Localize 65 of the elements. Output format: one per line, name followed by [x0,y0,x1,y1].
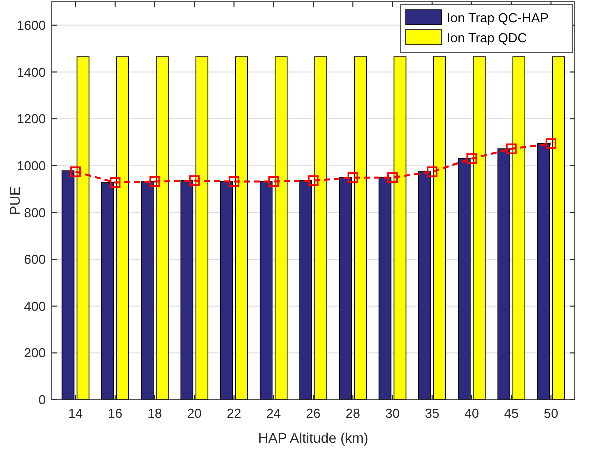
point [150,176,160,188]
x-tick-label: 16 [108,406,123,421]
y-tick-label: 1400 [17,64,46,80]
bar [220,181,234,400]
point [506,144,517,154]
bar [339,177,352,400]
bar [512,56,526,400]
x-axis-title: HAP Altitude (km) [258,430,369,446]
bar [552,56,566,400]
x-tick-label: 28 [346,406,360,421]
bar [260,181,273,400]
bar [498,148,511,400]
point [189,176,200,186]
legend-label: Ion Trap QDC [447,30,528,46]
x-tick-label: 26 [306,406,321,421]
x-tick-label: 22 [227,406,242,421]
bar [418,172,432,400]
legend-label: Ion Trap QC-HAP [447,10,549,26]
x-tick-label: 35 [425,406,440,421]
x-tick-label: 14 [68,406,84,421]
x-tick-label: 20 [187,406,202,421]
bar [314,56,328,400]
x-tick-label: 24 [266,406,282,421]
bar [235,56,248,400]
bar [433,56,446,400]
bar [76,56,90,400]
bar [116,56,130,400]
y-tick-label: 800 [24,205,46,220]
x-tick-label: 45 [504,406,519,421]
bar [101,182,114,400]
bar [473,56,486,400]
y-tick-label: 400 [24,298,46,314]
bar [180,180,194,400]
y-tick-label: 0 [38,392,46,408]
y-tick-label: 600 [24,252,46,268]
x-tick-label: 50 [544,406,558,421]
bar [378,177,392,400]
bar [394,56,407,400]
y-tick-label: 200 [24,346,46,361]
point [348,172,358,184]
bar [274,56,288,400]
bar [156,56,169,400]
bar [196,56,209,400]
point [427,166,438,178]
bar [62,170,75,400]
point [70,166,82,178]
bar [458,158,471,400]
y-axis-title: PUE [7,186,23,216]
y-tick-label: 1600 [17,18,46,33]
point [268,176,280,188]
bar [141,181,154,400]
x-tick-label: 18 [148,406,162,421]
point [228,176,240,188]
y-tick-label: 1200 [17,112,46,127]
point [387,172,398,184]
bar [537,143,550,400]
point [466,154,478,164]
bar [354,56,368,400]
x-tick-label: 40 [464,406,480,421]
point [546,138,557,150]
bar [300,180,312,400]
x-tick-label: 30 [386,406,400,421]
point [110,177,121,188]
y-tick-label: 1000 [17,158,46,174]
point [308,176,319,186]
